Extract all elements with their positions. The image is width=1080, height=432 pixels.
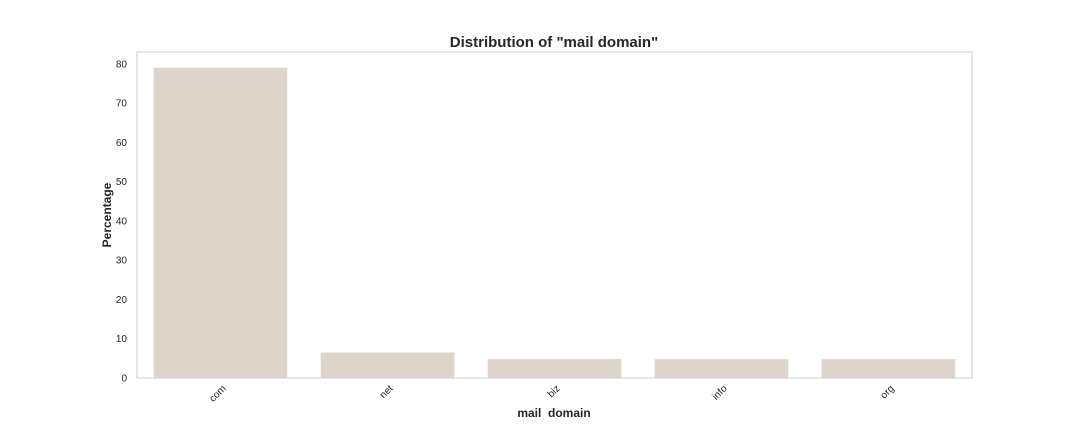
y-tick-label: 20 — [116, 295, 128, 306]
y-axis-ticks: 0 10 20 30 40 50 60 70 80 — [116, 59, 128, 384]
bar-net — [320, 352, 455, 378]
chart-title: Distribution of "mail domain" — [450, 34, 658, 51]
y-tick-label: 60 — [116, 138, 128, 149]
bar-info — [654, 359, 789, 378]
y-tick-label: 10 — [116, 334, 128, 345]
y-tick-label: 50 — [116, 177, 128, 188]
bar-com — [153, 67, 288, 378]
y-tick-label: 0 — [121, 374, 127, 385]
y-tick-label: 80 — [116, 59, 128, 70]
y-tick-label: 40 — [116, 216, 128, 227]
bar-org — [821, 359, 956, 378]
bars-group — [153, 67, 956, 378]
y-axis-label: Percentage — [100, 182, 114, 247]
x-axis-label: mail domain — [517, 406, 590, 420]
plot-frame — [136, 51, 973, 379]
bar-biz — [487, 359, 622, 378]
y-tick-label: 30 — [116, 256, 128, 267]
y-tick-label: 70 — [116, 99, 128, 110]
